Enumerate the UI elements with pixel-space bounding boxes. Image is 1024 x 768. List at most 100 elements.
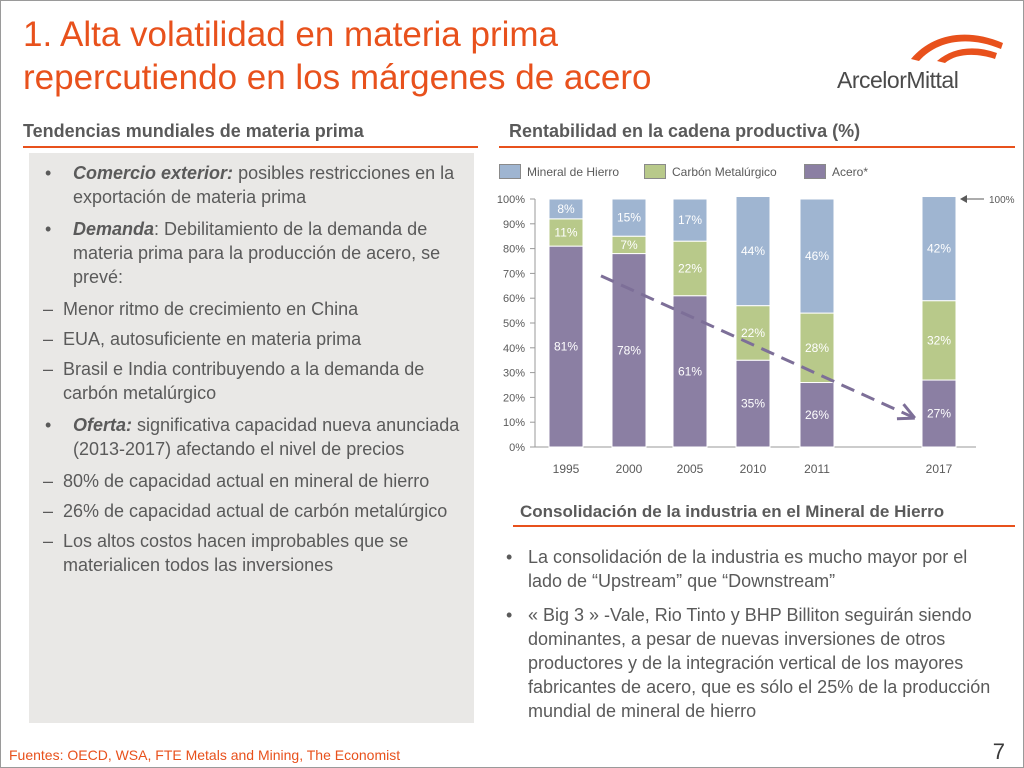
- y-tick-label: 90%: [503, 219, 525, 231]
- bar-segment: [672, 240, 708, 297]
- data-label: 81%: [554, 340, 578, 354]
- bullet-icon: •: [506, 605, 513, 625]
- data-label: 15%: [617, 211, 641, 225]
- bullet-icon: •: [506, 547, 513, 567]
- legend-label: Mineral de Hierro: [527, 165, 620, 179]
- y-tick-label: 20%: [503, 392, 525, 404]
- legend-label: Carbón Metalúrgico: [672, 165, 777, 179]
- y-tick-label: 100%: [497, 194, 525, 206]
- sub-bullet-text: Menor ritmo de crecimiento en China: [63, 299, 359, 319]
- bar-segment: [672, 295, 708, 448]
- annotation-arrow-head-icon: [960, 195, 967, 203]
- trend-arrow-head-icon: [896, 403, 916, 421]
- data-label: 22%: [741, 326, 765, 340]
- y-tick-label: 30%: [503, 368, 525, 380]
- sub-bullet-text: 80% de capacidad actual en mineral de hi…: [63, 471, 430, 491]
- bar-segment: [735, 196, 771, 307]
- data-label: 27%: [927, 407, 951, 421]
- consolidation-bullet: • La consolidación de la industria es mu…: [506, 545, 1006, 593]
- logo-text: ArcelorMittal: [837, 67, 959, 93]
- data-label: 78%: [617, 343, 641, 357]
- bar-segment: [672, 198, 708, 242]
- trend-arrow-line: [600, 274, 914, 419]
- sub-bullet: – Brasil e India contribuyendo a la dema…: [29, 357, 474, 405]
- data-label: 61%: [678, 364, 702, 378]
- data-label: 32%: [927, 333, 951, 347]
- sub-bullet-text: Brasil e India contribuyendo a la demand…: [63, 359, 425, 403]
- legend-swatch: [804, 164, 826, 179]
- bar-segment: [548, 218, 584, 247]
- sub-bullet: – Menor ritmo de crecimiento en China: [29, 297, 474, 321]
- consolidation-bullet-text: « Big 3 » -Vale, Rio Tinto y BHP Billito…: [528, 605, 991, 721]
- x-tick-label: 2010: [740, 462, 767, 476]
- dash-icon: –: [43, 471, 54, 491]
- dash-icon: –: [43, 501, 54, 521]
- bar-segment: [921, 300, 957, 381]
- sub-bullet-text: 26% de capacidad actual de carbón metalú…: [63, 501, 448, 521]
- bullet-text: posibles restricciones en la exportación…: [73, 163, 455, 207]
- data-label: 44%: [741, 244, 765, 258]
- bar-segment: [735, 359, 771, 448]
- sub-bullet: – 26% de capacidad actual de carbón meta…: [29, 499, 474, 523]
- sub-bullet: – EUA, autosuficiente en materia prima: [29, 327, 474, 351]
- data-label: 22%: [678, 261, 702, 275]
- dash-icon: –: [43, 329, 54, 349]
- title-line-2: repercutiendo en los márgenes de acero: [23, 58, 652, 97]
- data-label: 8%: [557, 202, 575, 216]
- y-tick-label: 70%: [503, 268, 525, 280]
- x-tick-label: 2000: [616, 462, 643, 476]
- left-panel: [29, 153, 474, 723]
- bullet-lead: Demanda: [73, 219, 155, 239]
- y-tick-label: 80%: [503, 244, 525, 256]
- data-label: 42%: [927, 242, 951, 256]
- consolidation-bullet-list: • La consolidación de la industria es mu…: [506, 545, 1006, 733]
- bullet-demanda: • Demanda: Debilitamiento de la demanda …: [29, 217, 474, 289]
- x-tick-label: 2005: [677, 462, 704, 476]
- sub-bullet-text: EUA, autosuficiente en materia prima: [63, 329, 362, 349]
- bullet-lead: Comercio exterior:: [73, 163, 234, 183]
- arcelormittal-logo: ArcelorMittal: [833, 23, 1013, 99]
- bar-segment: [921, 379, 957, 448]
- left-section-heading: Tendencias mundiales de materia prima: [23, 121, 364, 141]
- consolidation-bullet-text: La consolidación de la industria es much…: [528, 547, 968, 591]
- dash-icon: –: [43, 359, 54, 379]
- title-line-1: 1. Alta volatilidad en materia prima: [23, 15, 558, 54]
- sub-bullet: – 80% de capacidad actual en mineral de …: [29, 469, 474, 493]
- data-label: 7%: [620, 238, 638, 252]
- slide-title: 1. Alta volatilidad en materia prima rep…: [23, 13, 803, 99]
- bullet-icon: •: [45, 163, 52, 183]
- left-heading-divider: [23, 146, 478, 148]
- data-label: 35%: [741, 397, 765, 411]
- y-tick-label: 40%: [503, 343, 525, 355]
- bullet-lead: Oferta:: [73, 415, 133, 435]
- bullet-oferta: • Oferta: significativa capacidad nueva …: [29, 413, 474, 461]
- legend-swatch: [499, 164, 521, 179]
- bar-segment: [611, 253, 647, 448]
- bullet-icon: •: [45, 415, 52, 435]
- left-bullet-list: • Comercio exterior: posibles restriccio…: [29, 161, 474, 585]
- annotation-label: 100%: [989, 195, 1015, 206]
- chart-heading: Rentabilidad en la cadena productiva (%): [509, 121, 861, 141]
- bar-segment: [799, 312, 835, 384]
- consolidation-bullet: • « Big 3 » -Vale, Rio Tinto y BHP Billi…: [506, 603, 1006, 723]
- data-label: 28%: [805, 341, 829, 355]
- bar-segment: [548, 245, 584, 448]
- logo-swoosh-icon: [911, 34, 1003, 63]
- sub-bullet: – Los altos costos hacen improbables que…: [29, 529, 474, 577]
- bullet-comercio: • Comercio exterior: posibles restriccio…: [29, 161, 474, 209]
- y-tick-label: 60%: [503, 293, 525, 305]
- data-label: 11%: [554, 225, 577, 239]
- chart-heading-divider: [499, 146, 1015, 148]
- bullet-text: : Debilitamiento de la demanda de materi…: [73, 219, 441, 287]
- bar-segment: [548, 198, 584, 220]
- bar-segment: [611, 198, 647, 237]
- x-tick-label: 2011: [804, 462, 830, 476]
- bullet-icon: •: [45, 219, 52, 239]
- bar-segment: [799, 198, 835, 314]
- y-tick-label: 0%: [509, 442, 525, 454]
- data-label: 26%: [805, 408, 829, 422]
- y-tick-label: 10%: [503, 417, 525, 429]
- x-tick-label: 2017: [926, 462, 953, 476]
- consolidation-heading: Consolidación de la industria en el Mine…: [520, 502, 945, 521]
